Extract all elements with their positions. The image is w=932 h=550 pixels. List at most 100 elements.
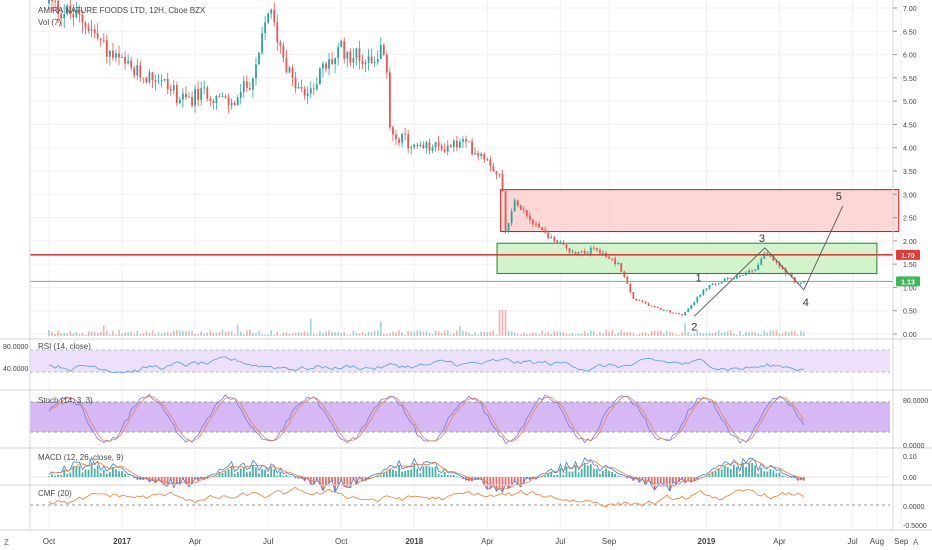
- zoom-button[interactable]: Z: [4, 538, 9, 547]
- candle: [419, 141, 422, 148]
- volume-bar: [504, 310, 507, 336]
- candle-body: [303, 88, 306, 96]
- macd-histogram-bar: [760, 467, 763, 477]
- candle: [264, 16, 267, 41]
- x-tick-label: Oct: [43, 537, 56, 546]
- macd-histogram-bar: [519, 477, 522, 487]
- macd-histogram-bar: [532, 477, 534, 479]
- volume-bar: [757, 333, 759, 336]
- candle-body: [440, 145, 443, 150]
- candle-body: [422, 144, 425, 149]
- volume-bar: [787, 332, 790, 336]
- macd-histogram-bar: [108, 471, 111, 477]
- candle: [236, 95, 239, 106]
- candle: [769, 255, 772, 258]
- candle: [519, 205, 522, 210]
- candle-body: [297, 86, 300, 89]
- wave-label-2: 2: [691, 321, 697, 333]
- candle-body: [693, 302, 696, 306]
- candle: [522, 206, 525, 214]
- candle: [550, 234, 553, 239]
- macd-histogram-bar: [285, 475, 288, 477]
- volume-bar: [666, 330, 668, 336]
- macd-histogram-bar: [446, 474, 449, 477]
- candle: [309, 81, 312, 99]
- auto-scale-button[interactable]: A: [913, 538, 919, 547]
- candle: [343, 37, 346, 64]
- macd-histogram-bar: [550, 471, 553, 477]
- rsi-band: [30, 350, 890, 372]
- macd-histogram-bar: [434, 466, 437, 477]
- volume-bar: [529, 333, 531, 336]
- candle-body: [699, 294, 702, 297]
- candle-body: [489, 159, 492, 166]
- candle: [471, 137, 473, 156]
- candle-body: [300, 86, 303, 89]
- volume-bar: [583, 330, 586, 336]
- candle-body: [315, 84, 318, 90]
- macd-histogram-bar: [93, 468, 96, 477]
- candle: [431, 144, 434, 154]
- volume-bar: [465, 331, 467, 336]
- volume-bar: [571, 333, 574, 336]
- wave-label-5: 5: [836, 191, 842, 203]
- volume-bar: [54, 334, 56, 336]
- candle-body: [708, 284, 711, 289]
- candle-body: [96, 33, 99, 39]
- candle-body: [614, 258, 617, 264]
- macd-histogram-bar: [133, 477, 136, 479]
- macd-histogram-bar: [571, 471, 574, 477]
- candle: [218, 93, 221, 98]
- volume-bar: [653, 330, 656, 336]
- volume-bar: [221, 330, 224, 336]
- macd-histogram-bar: [516, 477, 519, 485]
- candle: [54, 0, 56, 11]
- volume-bar: [775, 330, 778, 336]
- y-tick-label: 3.00: [903, 192, 917, 199]
- macd-histogram-bar: [589, 464, 592, 477]
- macd-histogram-bar: [586, 465, 589, 477]
- volume-bar: [516, 333, 519, 336]
- volume-bar: [206, 332, 209, 336]
- volume-bar: [443, 330, 446, 336]
- volume-bar: [313, 333, 315, 336]
- candle: [328, 53, 330, 76]
- volume-bar: [182, 331, 184, 336]
- candle-body: [665, 310, 668, 312]
- candle: [516, 199, 519, 208]
- candle: [291, 64, 294, 87]
- volume-bar: [349, 334, 352, 336]
- volume-bar: [96, 332, 99, 336]
- candle: [452, 138, 455, 152]
- macd-histogram-bar: [483, 477, 486, 486]
- candle-body: [136, 65, 139, 76]
- candle: [112, 43, 114, 61]
- candle-body: [477, 152, 480, 157]
- macd-histogram-bar: [617, 475, 620, 477]
- volume-bar: [687, 332, 689, 336]
- candle-body: [516, 200, 519, 206]
- candle-body: [139, 65, 142, 78]
- candle-body: [714, 283, 717, 285]
- volume-bar: [288, 333, 291, 336]
- volume-bar: [510, 331, 513, 336]
- candle: [215, 94, 218, 110]
- volume-bar: [605, 330, 607, 336]
- candle: [717, 282, 720, 285]
- volume-bar: [285, 332, 288, 336]
- volume-bar: [632, 333, 635, 336]
- volume-bar: [358, 333, 361, 336]
- volume-bar: [367, 331, 370, 336]
- candle-body: [760, 258, 763, 265]
- volume-bar: [127, 332, 129, 336]
- candle: [337, 42, 340, 66]
- candle-body: [355, 48, 358, 58]
- candle-body: [510, 211, 513, 224]
- cmf-tick-label: -0.5000: [903, 523, 927, 530]
- candle-body: [309, 88, 312, 94]
- macd-histogram-bar: [261, 469, 263, 477]
- candle-body: [264, 22, 267, 34]
- candle: [565, 243, 568, 251]
- candle: [492, 162, 495, 172]
